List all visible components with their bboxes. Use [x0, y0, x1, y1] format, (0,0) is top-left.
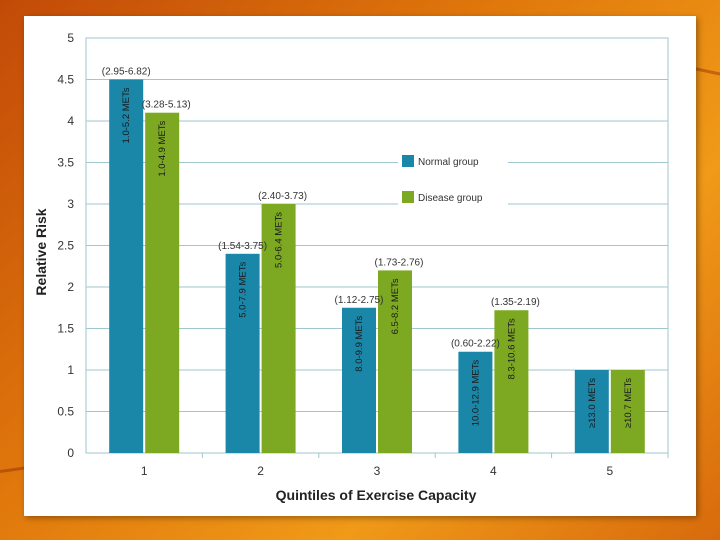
- bar-chart: 0 0.5 1 1.5 2 2.5 3 3.5 4 4.5 5 1 1.0-5.2 METs (2.95-…: [33, 31, 669, 503]
- bar-met-label: 6.5-8.2 METs: [390, 278, 401, 334]
- y-tick-label: 3.5: [57, 156, 74, 170]
- bar-met-label: 8.0-9.9 METs: [354, 316, 365, 372]
- range-label: (1.54-3.75): [218, 241, 267, 252]
- bar-disease-5: [610, 370, 645, 453]
- bar-disease-3: [378, 270, 412, 453]
- x-tick-label: 5: [606, 464, 613, 478]
- bar-normal-4: [458, 351, 493, 453]
- range-label: (1.73-2.76): [375, 257, 424, 268]
- range-label: (0.60-2.22): [451, 339, 500, 350]
- bar-met-label: ≥13.0 METs: [587, 378, 598, 428]
- legend-label-normal: Normal group: [418, 157, 479, 168]
- y-tick-label: 0.5: [57, 405, 74, 419]
- y-tick-label: 1.5: [57, 322, 74, 336]
- y-tick-label: 4: [67, 114, 74, 128]
- legend-swatch-disease: [402, 191, 414, 203]
- chart-panel: 0 0.5 1 1.5 2 2.5 3 3.5 4 4.5 5 1 1.0-5.2 METs (2.95-…: [24, 16, 696, 516]
- bar-met-label: 1.0-5.2 METs: [121, 87, 132, 143]
- y-tick-label: 3: [67, 197, 74, 211]
- bar-normal-2: [225, 253, 260, 453]
- bar-normal-5: [574, 370, 609, 453]
- x-tick-label: 1: [141, 464, 148, 478]
- range-label: (2.40-3.73): [258, 191, 307, 202]
- y-tick-label: 2: [67, 280, 74, 294]
- x-axis-title: Quintiles of Exercise Capacity: [276, 487, 477, 503]
- bar-met-label: ≥10.7 METs: [623, 378, 634, 428]
- bar-normal-1: [109, 79, 144, 453]
- legend-swatch-normal: [402, 155, 414, 167]
- range-label: (3.28-5.13): [142, 100, 191, 111]
- legend-label-disease: Disease group: [418, 193, 483, 204]
- y-axis-title: Relative Risk: [33, 208, 49, 295]
- y-tick-label: 1: [67, 363, 74, 377]
- bar-met-label: 5.0-6.4 METs: [274, 212, 285, 268]
- bar-disease-1: [145, 112, 180, 453]
- bar-normal-3: [342, 307, 376, 453]
- y-tick-label: 0: [67, 446, 74, 460]
- bar-met-label: 1.0-4.9 METs: [157, 120, 168, 176]
- range-label: (1.12-2.75): [335, 295, 384, 306]
- range-label: (2.95-6.82): [102, 67, 151, 78]
- bar-disease-2: [261, 204, 296, 453]
- y-tick-label: 5: [67, 31, 74, 45]
- x-tick-label: 4: [490, 464, 497, 478]
- range-label: (1.35-2.19): [491, 297, 540, 308]
- bar-met-label: 10.0-12.9 METs: [470, 360, 481, 427]
- y-tick-label: 2.5: [57, 239, 74, 253]
- x-tick-label: 3: [374, 464, 381, 478]
- y-tick-label: 4.5: [57, 73, 74, 87]
- bar-disease-4: [494, 310, 529, 453]
- bar-met-label: 8.3-10.6 METs: [506, 318, 517, 379]
- legend: Normal group Disease group: [398, 150, 508, 212]
- x-tick-label: 2: [257, 464, 264, 478]
- bar-met-label: 5.0-7.9 METs: [238, 262, 249, 318]
